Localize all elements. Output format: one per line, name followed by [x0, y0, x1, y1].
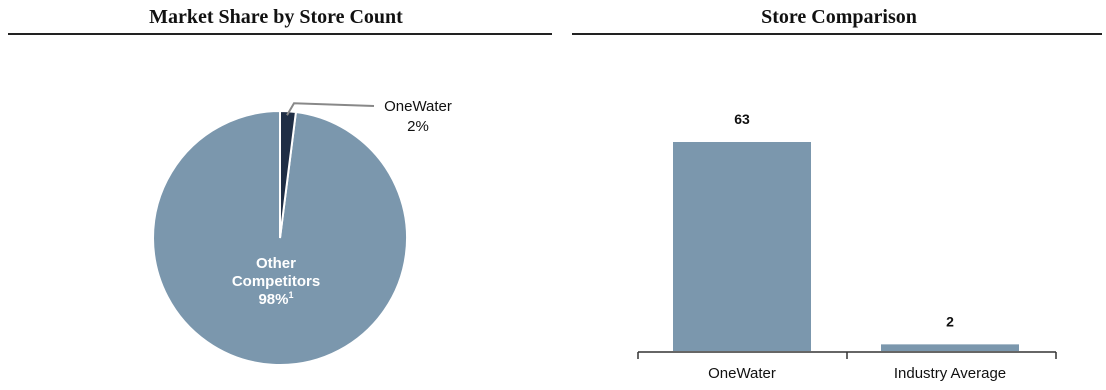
bar-chart-title: Store Comparison — [761, 6, 917, 28]
pie-chart-title: Market Share by Store Count — [149, 6, 403, 28]
data-label-onewater: 63 — [734, 111, 750, 127]
onewater-slice-label: OneWater — [384, 98, 452, 115]
other-slice-percent: 98% — [258, 291, 288, 308]
bar-industry-average — [881, 344, 1019, 351]
category-label-onewater: OneWater — [708, 365, 776, 382]
category-label-industry-average: Industry Average — [894, 365, 1006, 382]
data-label-industry-average: 2 — [946, 313, 954, 329]
pie-slice-onewater — [279, 109, 298, 239]
bar-chart: 63 2 OneWater Industry Average — [637, 111, 1057, 382]
other-slice-value: 98%1 — [258, 290, 293, 308]
market-share-panel: Market Share by Store Count OneWater 2% … — [0, 0, 552, 390]
store-comparison-panel: Store Comparison 63 2 OneWater Industry … — [572, 0, 1106, 390]
bar-onewater — [673, 142, 811, 351]
onewater-slice-value: 2% — [407, 118, 429, 135]
bar-title-rule — [572, 33, 1102, 35]
pie-chart: OneWater 2% Other Competitors 98%1 — [152, 98, 452, 366]
pie-title-rule — [8, 33, 552, 35]
onewater-leader-line — [286, 102, 375, 116]
other-slice-label-line2: Competitors — [232, 273, 320, 290]
other-slice-label-line1: Other — [256, 255, 296, 272]
other-slice-footnote: 1 — [289, 290, 294, 300]
